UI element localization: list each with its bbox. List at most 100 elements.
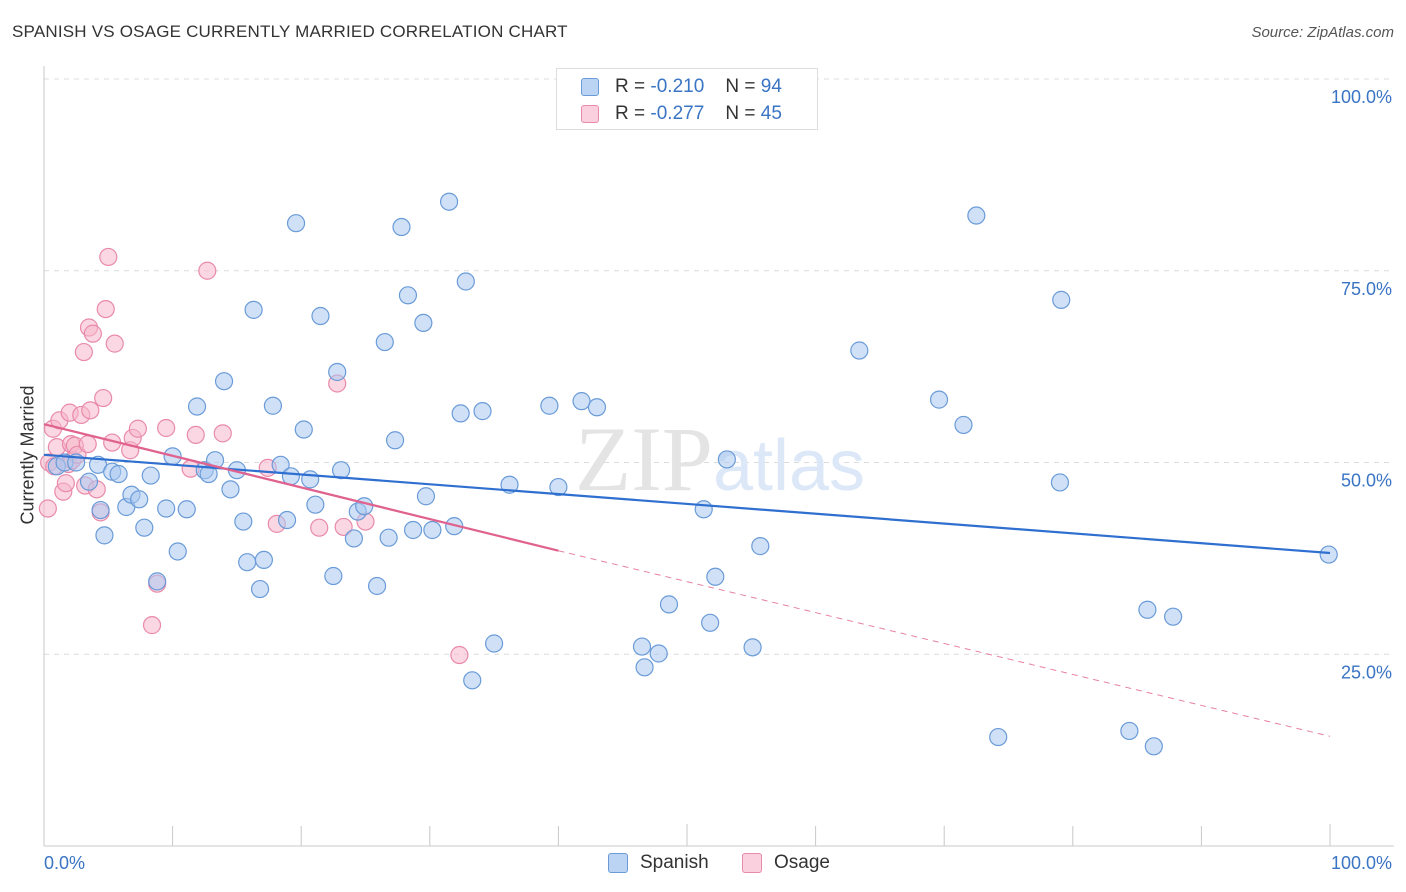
spanish-point-33	[277, 510, 297, 530]
spanish-point-51	[398, 286, 418, 305]
spanish-point-89	[1319, 545, 1338, 564]
spanish-point-15	[157, 499, 176, 518]
spanish-point-87	[1144, 737, 1163, 756]
spanish-point-64	[540, 396, 559, 415]
spanish-point-56	[439, 192, 459, 211]
spanish-point-31	[263, 396, 283, 415]
osage-point-35	[186, 425, 205, 444]
spanish-point-50	[392, 217, 411, 237]
y-tick-label-75: 75.0%	[1341, 279, 1392, 299]
spanish-point-38	[306, 495, 325, 514]
bottom-legend-label-spanish: Spanish	[640, 852, 709, 873]
spanish-point-86	[1138, 600, 1157, 619]
spanish-point-40	[324, 566, 343, 586]
spanish-point-59	[456, 272, 475, 291]
legend-n-label: N =	[725, 76, 756, 97]
spanish-point-62	[485, 634, 504, 653]
spanish-point-45	[355, 497, 374, 516]
spanish-point-66	[572, 392, 591, 411]
osage-point-37	[213, 424, 232, 443]
spanish-point-75	[717, 450, 736, 469]
spanish-point-81	[967, 206, 986, 225]
y-tick-label-50: 50.0%	[1341, 471, 1392, 491]
chart-title: SPANISH VS OSAGE CURRENTLY MARRIED CORRE…	[12, 22, 568, 41]
spanish-point-78	[850, 341, 869, 360]
osage-point-23	[94, 388, 113, 408]
legend-n-value-osage: 45	[760, 103, 782, 124]
spanish-point-72	[694, 500, 713, 519]
legend-n-value-spanish: 94	[760, 76, 782, 97]
spanish-point-60	[463, 671, 482, 690]
spanish-point-46	[367, 576, 387, 596]
osage-point-31	[142, 616, 162, 635]
spanish-point-3	[79, 472, 99, 491]
spanish-point-24	[221, 480, 240, 499]
osage-swatch	[742, 853, 762, 873]
x-tick-label-100: 100.0%	[1331, 853, 1392, 873]
spanish-point-19	[187, 397, 207, 416]
spanish-point-73	[701, 613, 720, 632]
spanish-point-52	[403, 520, 423, 540]
spanish-point-17	[168, 542, 187, 561]
spanish-point-6	[95, 526, 114, 545]
spanish-point-43	[344, 529, 364, 548]
osage-trend-line	[43, 423, 559, 552]
osage-swatch	[581, 105, 599, 123]
spanish-point-61	[473, 402, 492, 421]
osage-point-19	[81, 401, 100, 420]
spanish-point-69	[635, 658, 654, 677]
spanish-point-77	[751, 537, 770, 556]
spanish-point-36	[294, 420, 313, 439]
spanish-point-80	[954, 415, 973, 435]
spanish-point-82	[989, 727, 1008, 747]
spanish-point-65	[549, 477, 568, 497]
spanish-point-11	[130, 490, 149, 509]
spanish-point-49	[385, 431, 405, 450]
legend-r-label: R =	[615, 76, 646, 97]
spanish-point-70	[649, 644, 668, 663]
spanish-point-29	[250, 579, 270, 599]
spanish-swatch	[581, 78, 599, 96]
spanish-point-5	[91, 500, 110, 520]
spanish-trend-line	[43, 453, 1331, 555]
spanish-point-67	[587, 398, 607, 417]
spanish-point-76	[743, 638, 762, 657]
watermark: ZIPatlas	[575, 408, 865, 510]
osage-point-17	[78, 434, 97, 454]
spanish-point-74	[706, 567, 725, 586]
y-tick-label-100: 100.0%	[1331, 87, 1392, 107]
osage-point-7	[56, 474, 75, 493]
spanish-point-84	[1052, 290, 1071, 309]
correlation-legend: R = -0.210 N = 94 R = -0.277 N = 45	[556, 68, 818, 130]
spanish-point-13	[141, 466, 160, 485]
spanish-point-71	[659, 595, 679, 614]
osage-point-33	[157, 418, 176, 438]
spanish-point-88	[1164, 607, 1183, 626]
osage-point-30	[128, 419, 147, 438]
spanish-point-30	[254, 550, 274, 570]
legend-r-value-osage: -0.277	[650, 103, 705, 124]
osage-point-27	[105, 334, 124, 353]
spanish-point-35	[286, 214, 306, 233]
osage-point-0	[38, 499, 57, 518]
osage-point-42	[334, 517, 353, 537]
osage-point-24	[96, 300, 115, 319]
spanish-point-14	[148, 572, 167, 591]
source-label: Source: ZipAtlas.com	[1251, 24, 1394, 41]
y-axis-label: Currently Married	[17, 385, 38, 525]
trend-lines	[43, 423, 1331, 737]
tick-labels: 100.0% 75.0% 50.0% 25.0% 0.0% 100.0%	[44, 87, 1392, 873]
osage-trend-extension	[558, 550, 1331, 737]
spanish-point-68	[632, 637, 652, 656]
legend-r-value-spanish: -0.210	[650, 76, 705, 97]
spanish-swatch	[608, 853, 628, 873]
spanish-point-34	[281, 467, 301, 486]
spanish-point-54	[416, 487, 436, 506]
osage-point-15	[74, 342, 93, 362]
spanish-point-12	[135, 518, 154, 537]
spanish-point-26	[234, 512, 253, 531]
y-tick-label-25: 25.0%	[1341, 662, 1392, 682]
spanish-point-53	[414, 313, 433, 333]
spanish-point-55	[423, 520, 442, 540]
